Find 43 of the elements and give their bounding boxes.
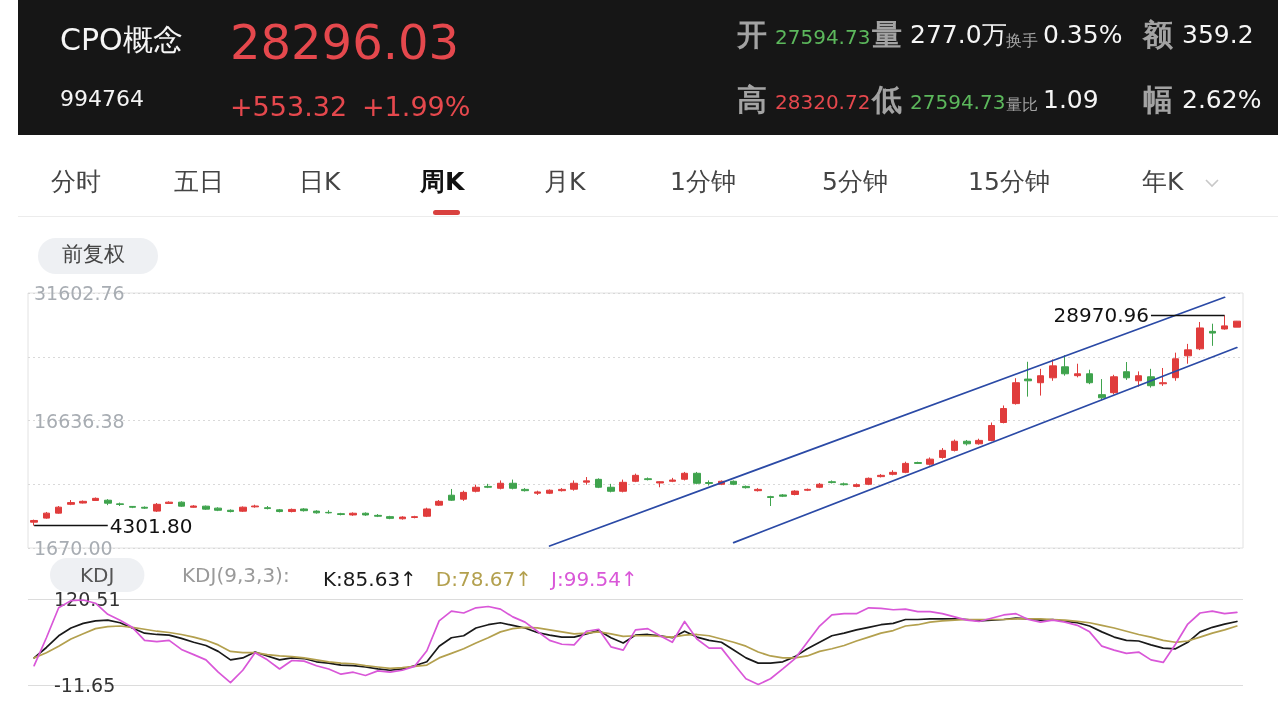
text: +1.99% [362, 91, 471, 123]
text: 27594.73 [775, 25, 871, 49]
text: 994764 [60, 85, 144, 111]
y-tick-label: -11.65 [54, 674, 116, 696]
text: 高 [737, 81, 767, 117]
text: 月K [544, 167, 586, 197]
text: 量 [872, 16, 902, 52]
text: 分时 [51, 167, 101, 197]
series-label: J:99.54↑ [549, 567, 638, 591]
text: 28296.03 [230, 13, 460, 70]
text: 日K [299, 167, 341, 197]
y-tick-label: 1670.00 [34, 537, 113, 559]
text: K:85.63↑ [323, 567, 417, 591]
text: 2.62% [1182, 85, 1262, 115]
text: 15分钟 [968, 167, 1050, 197]
series-label: D:78.67↑ [435, 567, 533, 591]
annotation: 4301.80 [109, 513, 193, 538]
legend-title: KDJ(9,3,3): [182, 563, 290, 587]
y-tick-label: 16636.38 [34, 409, 125, 432]
text: 周K [420, 167, 465, 197]
text: 低 [872, 81, 902, 117]
text: 1.09 [1043, 85, 1099, 115]
text: 年K [1142, 167, 1184, 197]
text: 5分钟 [822, 167, 888, 197]
text: 额 [1143, 16, 1173, 52]
text: 359.2 [1182, 20, 1254, 50]
y-tick-label: 31602.76 [34, 282, 125, 304]
text: 28320.72 [775, 90, 871, 114]
text: CPO概念 [60, 22, 183, 57]
text: 0.35% [1043, 20, 1123, 50]
text: 前复权 [62, 242, 125, 267]
text: 27594.73 [910, 90, 1006, 114]
text: +553.32 [230, 91, 348, 123]
text: 1分钟 [670, 167, 736, 197]
text: 开 [737, 16, 767, 52]
annotation: 28970.96 [1053, 303, 1149, 328]
y-tick-label: 120.51 [54, 588, 121, 610]
text: 277.0万 [910, 20, 1007, 50]
text: 量比 [1006, 95, 1038, 115]
chart-title: KDJ [80, 563, 115, 587]
text: 换手 [1006, 31, 1038, 51]
text: 五日 [174, 167, 224, 197]
text: 幅 [1143, 81, 1173, 117]
